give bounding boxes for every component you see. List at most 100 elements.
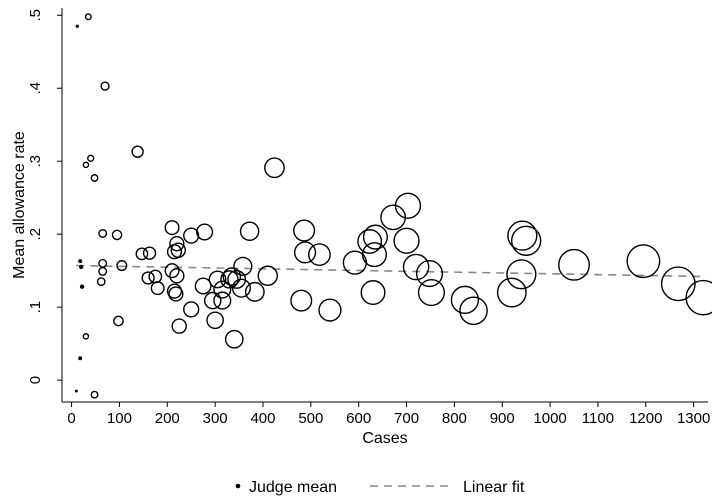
data-point	[113, 315, 124, 327]
data-point	[90, 390, 99, 399]
data-point	[196, 223, 214, 241]
data-point	[224, 329, 244, 349]
data-point	[84, 13, 92, 21]
data-point	[222, 267, 242, 286]
data-point	[459, 296, 488, 326]
data-point	[393, 227, 420, 254]
data-point	[74, 389, 78, 393]
x-tick-label: 500	[298, 410, 323, 427]
data-point	[450, 285, 480, 315]
data-point	[98, 266, 108, 276]
data-point	[100, 81, 110, 91]
data-point	[78, 259, 83, 264]
data-point	[79, 264, 84, 270]
data-point	[208, 270, 227, 289]
data-point	[402, 253, 430, 281]
data-point	[141, 271, 155, 285]
y-axis-title: Mean allowance rate	[11, 131, 28, 279]
data-point	[164, 263, 180, 279]
data-point	[183, 301, 200, 318]
legend-marker-judge-mean	[235, 483, 241, 489]
data-point	[98, 228, 108, 238]
data-point	[318, 298, 342, 322]
data-point	[558, 248, 590, 281]
data-point	[415, 260, 444, 288]
x-tick-label: 900	[490, 410, 515, 427]
y-tick-label: .3	[27, 155, 44, 168]
data-point	[150, 281, 165, 296]
data-point	[244, 281, 265, 302]
data-point	[357, 229, 383, 254]
x-tick-label: 1100	[582, 410, 614, 427]
data-point	[213, 291, 232, 310]
data-point	[131, 145, 144, 158]
x-tick-label: 0	[67, 410, 75, 427]
data-point	[168, 286, 184, 302]
data-point	[660, 266, 696, 302]
data-point	[116, 260, 128, 272]
data-point	[231, 278, 251, 298]
data-point	[257, 265, 278, 286]
legend: Judge mean Linear fit	[235, 479, 525, 496]
data-point	[380, 204, 407, 231]
data-point	[294, 241, 317, 264]
linear-fit-line	[76, 264, 706, 278]
data-point	[308, 243, 331, 267]
x-tick-label: 400	[250, 410, 275, 427]
data-point	[142, 246, 157, 260]
axes	[61, 8, 708, 403]
data-point	[510, 225, 542, 256]
data-point	[362, 224, 388, 250]
x-tick-label: 1000	[533, 410, 566, 427]
data-point	[417, 278, 446, 307]
data-points	[74, 13, 712, 399]
data-point	[82, 161, 90, 169]
data-point	[626, 244, 661, 279]
y-ticks: 0 .1 .2 .3 .4 .5	[27, 9, 62, 384]
y-tick-label: .4	[27, 82, 44, 95]
data-point	[227, 269, 247, 289]
fit-line-group	[76, 264, 706, 278]
data-point	[135, 247, 149, 261]
x-tick-label: 300	[203, 410, 228, 427]
x-tick-label: 700	[394, 410, 419, 427]
data-point	[239, 221, 260, 242]
x-tick-label: 1300	[677, 410, 710, 427]
data-point	[169, 235, 185, 252]
data-point	[166, 283, 183, 299]
x-tick-label: 1200	[629, 410, 662, 427]
data-point	[183, 227, 200, 244]
data-point	[360, 280, 386, 306]
data-point	[98, 258, 108, 268]
x-tick-label: 600	[346, 410, 371, 427]
data-point	[293, 219, 316, 242]
x-tick-label: 200	[155, 410, 180, 427]
data-point	[78, 356, 83, 361]
y-tick-label: .5	[27, 9, 44, 22]
x-tick-label: 800	[442, 410, 467, 427]
data-point	[507, 220, 538, 251]
data-point	[685, 279, 712, 316]
data-point	[164, 220, 180, 236]
y-tick-label: .1	[27, 301, 44, 314]
data-point	[170, 242, 186, 258]
data-point	[264, 157, 285, 179]
x-ticks: 0 100 200 300 400 500 600 700 800 900 1000 1100 1200…	[67, 402, 710, 427]
data-point	[194, 277, 212, 295]
legend-label-judge-mean: Judge mean	[249, 479, 337, 496]
data-point	[206, 311, 224, 330]
data-point	[394, 192, 422, 219]
data-point	[233, 256, 253, 276]
data-point	[290, 289, 313, 312]
x-axis-title: Cases	[362, 430, 407, 447]
data-point	[111, 229, 123, 241]
data-point	[79, 284, 85, 289]
y-tick-label: .2	[27, 228, 44, 241]
data-point	[361, 242, 387, 268]
data-point	[90, 174, 99, 182]
data-point	[148, 269, 163, 284]
data-point	[171, 318, 187, 334]
data-point	[87, 154, 95, 162]
data-point	[82, 333, 90, 340]
